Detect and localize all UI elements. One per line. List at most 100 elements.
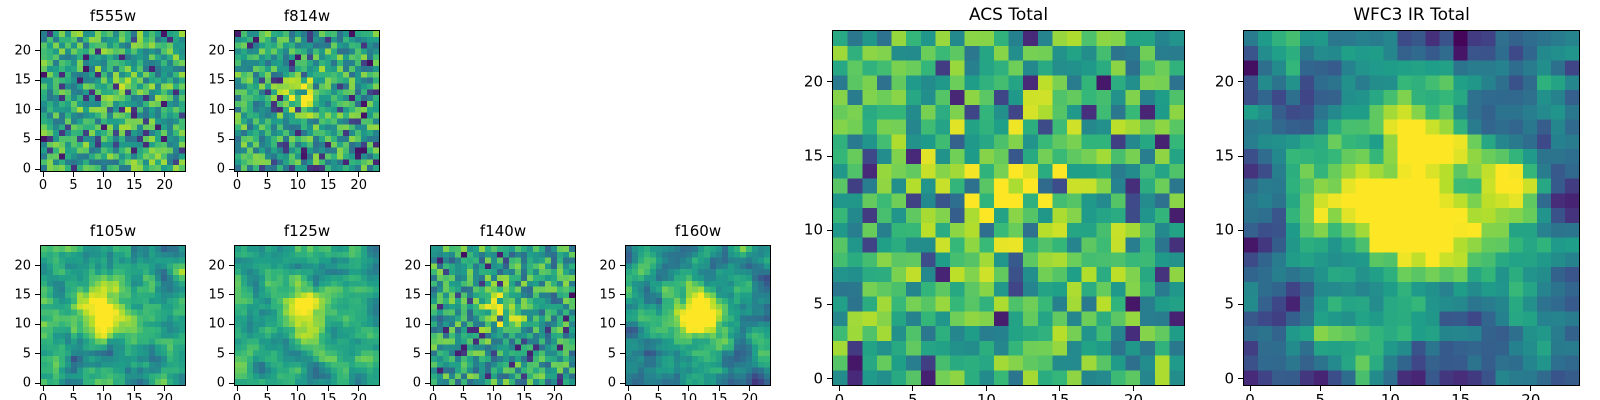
x-tick-label: 0 bbox=[38, 392, 48, 400]
x-tick-label: 5 bbox=[908, 391, 918, 400]
y-tick-label: 15 bbox=[803, 146, 823, 165]
x-tick-label: 5 bbox=[654, 392, 663, 400]
panel-title-f105w: f105w bbox=[89, 222, 137, 240]
panel-f555w: f555w 0 5 10 15 20 0 5 10 15 20 bbox=[14, 7, 186, 192]
x-tick-mark bbox=[133, 172, 135, 177]
y-tick-mark bbox=[229, 323, 234, 325]
x-tick-label: 10 bbox=[976, 391, 996, 400]
heatmap-canvas bbox=[833, 31, 1184, 385]
x-tick-mark bbox=[838, 386, 840, 391]
x-tick-label: 10 bbox=[95, 392, 113, 400]
y-tick-label: 15 bbox=[404, 287, 421, 303]
x-tick-mark bbox=[133, 386, 135, 391]
panel-title-f160w: f160w bbox=[674, 222, 722, 240]
x-tick-label: 0 bbox=[1245, 391, 1255, 400]
x-tick-mark bbox=[358, 172, 360, 177]
heatmap-canvas bbox=[626, 246, 770, 385]
y-tick-mark bbox=[827, 81, 832, 83]
y-tick-label: 5 bbox=[216, 131, 225, 147]
y-tick-label: 10 bbox=[14, 102, 31, 118]
heatmap-f160w bbox=[625, 245, 771, 386]
heatmap-f814w bbox=[234, 30, 380, 172]
x-tick-label: 10 bbox=[289, 178, 307, 193]
y-tick-label: 0 bbox=[607, 375, 616, 391]
x-tick-label: 5 bbox=[1315, 391, 1325, 400]
y-tick-mark bbox=[827, 378, 832, 380]
y-tick-mark bbox=[620, 294, 625, 296]
y-tick-mark bbox=[229, 294, 234, 296]
panel-title-f125w: f125w bbox=[283, 222, 331, 240]
y-tick-label: 15 bbox=[14, 287, 31, 303]
y-tick-label: 20 bbox=[208, 43, 225, 59]
y-tick-label: 5 bbox=[1224, 294, 1234, 313]
y-tick-mark bbox=[1238, 229, 1243, 231]
y-tick-label: 5 bbox=[412, 346, 421, 362]
y-tick-label: 20 bbox=[14, 43, 31, 59]
x-tick-label: 15 bbox=[516, 392, 533, 400]
x-tick-label: 20 bbox=[741, 392, 758, 400]
y-tick-mark bbox=[620, 353, 625, 355]
y-tick-label: 15 bbox=[208, 72, 225, 88]
heatmap-canvas bbox=[41, 246, 185, 385]
panel-wfc3-ir-total: WFC3 IR Total 0 5 10 15 20 0 5 10 15 20 bbox=[1215, 5, 1580, 400]
y-tick-mark bbox=[1238, 378, 1243, 380]
x-tick-label: 0 bbox=[428, 392, 438, 400]
x-tick-mark bbox=[297, 172, 299, 177]
x-tick-mark bbox=[627, 386, 629, 391]
x-tick-mark bbox=[1460, 386, 1462, 391]
x-tick-label: 0 bbox=[834, 391, 845, 400]
x-tick-label: 20 bbox=[546, 392, 563, 400]
x-tick-label: 5 bbox=[69, 392, 78, 400]
x-tick-label: 15 bbox=[320, 392, 337, 400]
x-tick-label: 10 bbox=[95, 178, 113, 193]
y-tick-label: 20 bbox=[599, 258, 616, 274]
x-tick-mark bbox=[72, 386, 74, 391]
x-tick-label: 0 bbox=[623, 392, 633, 400]
heatmap-f140w bbox=[430, 245, 576, 386]
x-tick-mark bbox=[358, 386, 360, 391]
x-tick-mark bbox=[1319, 386, 1321, 391]
y-tick-mark bbox=[827, 155, 832, 157]
x-tick-label: 15 bbox=[126, 392, 143, 400]
x-tick-mark bbox=[266, 172, 268, 177]
x-tick-label: 10 bbox=[680, 392, 698, 400]
x-tick-mark bbox=[297, 386, 299, 391]
y-tick-mark bbox=[229, 79, 234, 81]
y-tick-label: 10 bbox=[803, 220, 823, 239]
panel-f105w: f105w 0 5 10 15 20 0 5 10 15 20 bbox=[14, 222, 186, 400]
y-tick-label: 15 bbox=[599, 287, 616, 303]
y-tick-mark bbox=[35, 79, 40, 81]
y-tick-mark bbox=[229, 50, 234, 52]
y-tick-label: 20 bbox=[803, 72, 823, 91]
y-tick-label: 20 bbox=[1214, 72, 1234, 91]
panel-f140w: f140w 0 5 10 15 20 0 5 10 15 20 bbox=[404, 222, 576, 400]
y-tick-label: 15 bbox=[14, 72, 31, 88]
x-tick-label: 10 bbox=[289, 392, 307, 400]
y-tick-label: 10 bbox=[208, 316, 225, 332]
y-tick-mark bbox=[1238, 303, 1243, 305]
x-tick-mark bbox=[912, 386, 914, 391]
heatmap-f125w bbox=[234, 245, 380, 386]
y-tick-label: 20 bbox=[404, 258, 421, 274]
x-tick-mark bbox=[103, 386, 105, 391]
heatmap-f555w bbox=[40, 30, 186, 172]
y-tick-mark bbox=[425, 382, 430, 384]
y-tick-mark bbox=[35, 323, 40, 325]
y-tick-label: 5 bbox=[22, 346, 31, 362]
heatmap-canvas bbox=[1244, 31, 1579, 385]
x-tick-mark bbox=[493, 386, 495, 391]
x-tick-mark bbox=[103, 172, 105, 177]
x-tick-mark bbox=[985, 386, 987, 391]
y-tick-label: 10 bbox=[599, 316, 616, 332]
x-tick-mark bbox=[554, 386, 556, 391]
x-tick-mark bbox=[164, 172, 166, 177]
x-tick-mark bbox=[1389, 386, 1391, 391]
y-tick-mark bbox=[620, 382, 625, 384]
panel-f125w: f125w 0 5 10 15 20 0 5 10 15 20 bbox=[208, 222, 380, 400]
x-tick-mark bbox=[432, 386, 434, 391]
x-tick-mark bbox=[688, 386, 690, 391]
y-tick-label: 0 bbox=[216, 375, 225, 391]
x-tick-label: 20 bbox=[1521, 391, 1541, 400]
y-tick-mark bbox=[35, 353, 40, 355]
heatmap-acs-total bbox=[832, 30, 1185, 386]
